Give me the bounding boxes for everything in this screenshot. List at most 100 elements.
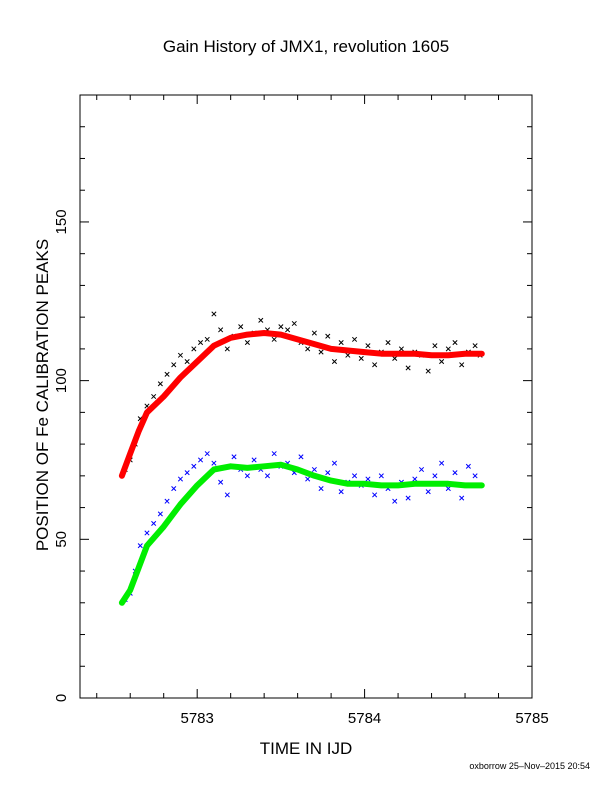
data-point (218, 479, 224, 485)
data-point (164, 498, 170, 504)
data-point (177, 476, 183, 482)
series-0 (122, 311, 483, 473)
data-point (318, 349, 324, 355)
axis-ticks (80, 94, 533, 699)
data-point (271, 336, 277, 342)
data-point (264, 473, 271, 479)
fit-line (118, 330, 485, 479)
data-point (251, 457, 257, 463)
data-point (184, 359, 190, 365)
data-point (171, 362, 177, 368)
data-point (311, 466, 317, 473)
data-point (345, 352, 351, 358)
data-point (224, 346, 230, 352)
data-point (311, 330, 317, 336)
data-point (351, 336, 358, 342)
data-point (378, 473, 384, 479)
data-point (459, 362, 465, 368)
data-point (204, 336, 210, 342)
data-point (218, 327, 224, 333)
x-tick-label: 5784 (348, 710, 381, 727)
series-2 (118, 330, 485, 479)
data-point (184, 470, 190, 476)
data-point (432, 343, 438, 349)
data-point (445, 485, 451, 492)
data-point (305, 346, 311, 352)
data-point (365, 343, 371, 349)
data-point (244, 473, 250, 479)
fit-line (118, 461, 485, 606)
data-point (445, 346, 451, 352)
data-point (358, 355, 364, 361)
series-3 (118, 461, 485, 606)
data-point (151, 520, 157, 527)
data-point (204, 451, 210, 457)
data-point (151, 393, 157, 400)
data-point (258, 317, 264, 323)
data-point (325, 470, 331, 476)
data-point (144, 530, 150, 536)
data-point (271, 451, 277, 457)
data-point (398, 346, 404, 352)
data-point (425, 368, 431, 374)
data-point (171, 485, 177, 492)
data-point (425, 489, 431, 495)
data-point (197, 339, 204, 346)
data-point (157, 381, 163, 387)
x-tick-label: 5785 (515, 710, 548, 727)
data-point (452, 339, 458, 346)
data-point (157, 511, 163, 517)
data-point (305, 476, 311, 482)
data-point (291, 320, 297, 327)
data-point (439, 460, 445, 466)
data-point (224, 492, 230, 498)
y-tick-label: 0 (53, 694, 70, 702)
data-point (472, 473, 478, 479)
data-series (118, 311, 485, 606)
data-point (191, 463, 197, 469)
data-point (278, 324, 284, 330)
y-tick-label: 100 (53, 368, 70, 393)
x-axis-label: TIME IN IJD (260, 739, 353, 758)
tick-labels: 5783 5784 5785 0 50 100 150 (53, 209, 549, 727)
data-point (372, 362, 378, 368)
data-point (331, 359, 338, 365)
data-point (372, 492, 378, 498)
footer-credit: oxborrow 25–Nov–2015 20:54 (469, 761, 590, 771)
data-point (137, 543, 143, 549)
data-point (432, 473, 438, 479)
y-tick-label: 150 (53, 209, 70, 234)
data-point (439, 359, 445, 365)
data-point (365, 476, 371, 482)
data-point (238, 324, 244, 330)
data-point (177, 352, 183, 358)
data-point (325, 333, 331, 339)
data-point (459, 495, 465, 501)
data-point (191, 346, 197, 352)
data-point (164, 371, 170, 377)
data-point (452, 470, 458, 476)
y-tick-label: 50 (53, 531, 70, 548)
data-point (338, 339, 344, 346)
data-point (285, 327, 291, 333)
data-point (405, 365, 411, 371)
plot-frame (79, 94, 533, 699)
data-point (331, 460, 338, 466)
y-axis-label: POSITION OF Fe CALIBRATION PEAKS (33, 239, 52, 551)
chart-title: Gain History of JMX1, revolution 1605 (163, 37, 449, 56)
data-point (211, 460, 217, 466)
data-point (405, 495, 411, 501)
data-point (472, 343, 478, 349)
data-point (211, 311, 217, 317)
data-point (231, 454, 237, 460)
data-point (385, 339, 391, 346)
data-point (392, 498, 398, 504)
data-point (465, 463, 471, 469)
data-point (244, 339, 250, 346)
data-point (392, 355, 398, 361)
data-point (418, 466, 425, 473)
data-point (351, 473, 358, 479)
data-point (338, 489, 344, 495)
x-tick-label: 5783 (180, 710, 213, 727)
